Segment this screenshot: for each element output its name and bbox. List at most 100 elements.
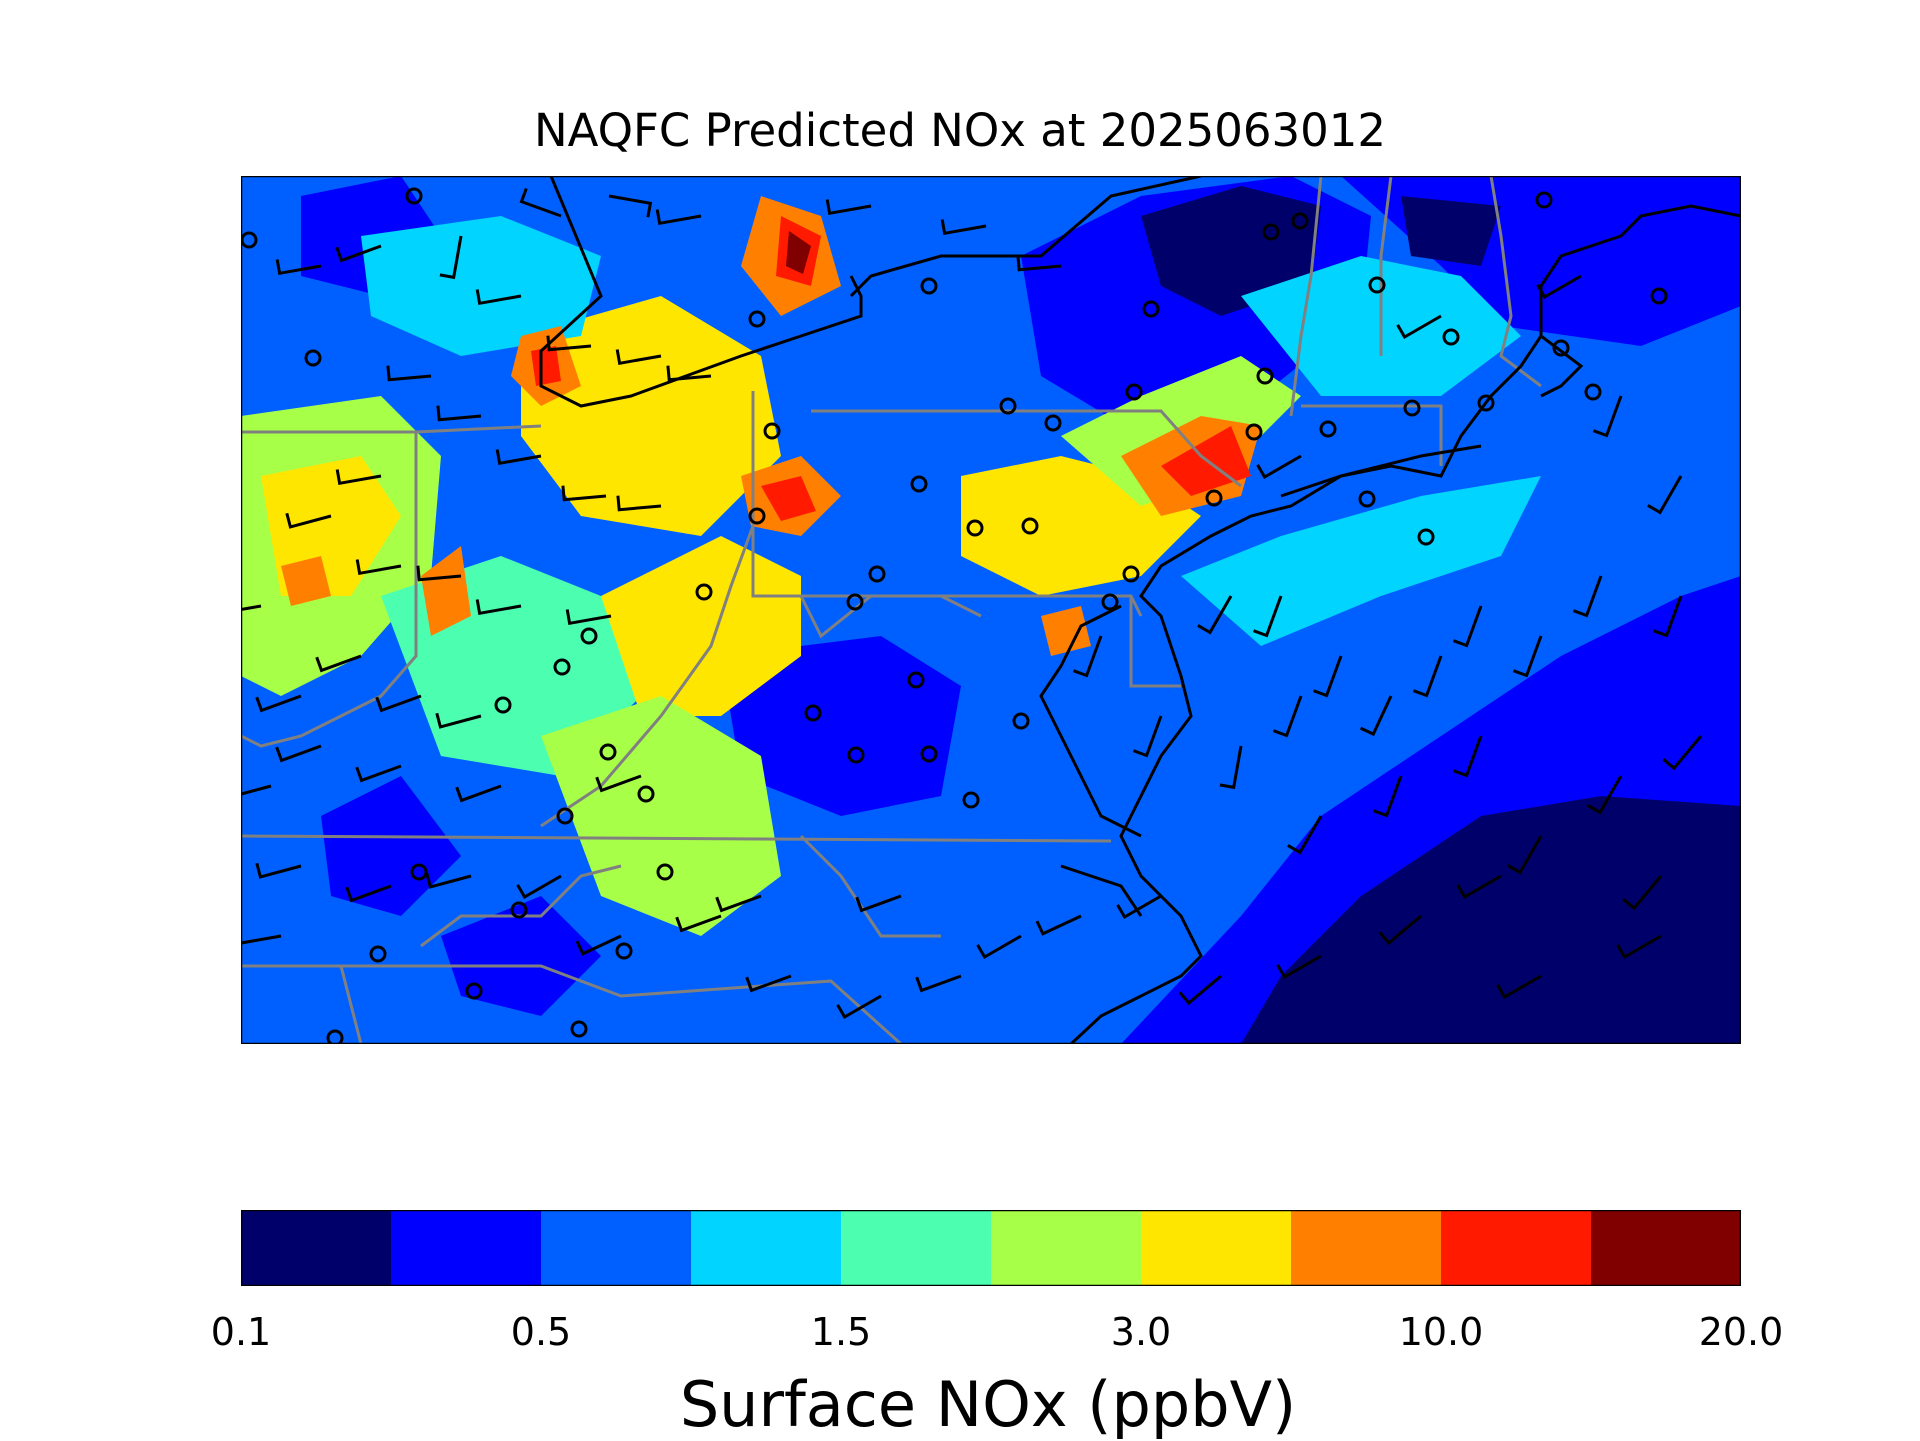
station-marker: [1012, 712, 1030, 730]
wind-barb: [1622, 875, 1663, 911]
wind-barb: [915, 974, 962, 993]
wind-barb: [416, 565, 462, 582]
wind-barb: [1287, 815, 1323, 855]
wind-barb: [386, 365, 432, 382]
wind-barb: [655, 209, 702, 226]
colorbar-bin: [691, 1210, 842, 1286]
station-marker: [1650, 287, 1668, 305]
lake-shoreline: [539, 176, 863, 408]
station-marker: [1205, 489, 1223, 507]
station-marker: [1358, 490, 1376, 508]
wind-barb: [275, 744, 322, 763]
wind-barb: [455, 784, 502, 803]
station-marker: [369, 945, 387, 963]
wind-barb: [255, 862, 302, 879]
station-marker: [1122, 565, 1140, 583]
wind-barb: [285, 512, 332, 529]
wind-barb: [1359, 695, 1393, 737]
wind-barb: [1197, 595, 1233, 635]
station-marker: [1256, 367, 1274, 385]
station-marker: [1584, 383, 1602, 401]
colorbar-tick-label: 0.5: [510, 1310, 572, 1354]
wind-barb: [1616, 934, 1662, 960]
station-marker: [1291, 212, 1309, 230]
coastline: [1280, 444, 1482, 498]
station-marker: [1142, 300, 1160, 318]
wind-barb: [608, 194, 653, 218]
corridor-elevated-region: [601, 536, 801, 716]
station-marker: [1021, 517, 1039, 535]
colorbar: [241, 1210, 1741, 1286]
lake-max-region: [531, 346, 561, 386]
wind-barb: [1496, 974, 1542, 1000]
wind-barb: [1452, 735, 1483, 778]
south-low-region: [441, 896, 601, 1016]
wind-barb: [475, 599, 522, 616]
wind-barb: [516, 874, 562, 900]
state-border: [1301, 404, 1443, 466]
wind-barb: [1276, 954, 1322, 980]
wind-barb: [435, 712, 482, 729]
wind-barb: [825, 199, 872, 216]
wind-barb: [355, 559, 402, 576]
central-max-region: [761, 476, 816, 521]
southwest-high-region: [421, 546, 471, 636]
station-marker: [326, 1029, 344, 1044]
wind-barb: [675, 914, 722, 933]
colorbar-bin: [841, 1210, 992, 1286]
station-marker: [615, 942, 633, 960]
map-title: NAQFC Predicted NOx at 2025063012: [533, 104, 1387, 157]
station-marker: [304, 349, 322, 367]
station-marker: [553, 658, 571, 676]
station-marker: [763, 422, 781, 440]
wind-barb: [475, 289, 522, 306]
colorbar-bin: [1291, 1210, 1442, 1286]
colorbar-bin: [541, 1210, 692, 1286]
wind-barb: [595, 774, 642, 793]
coastlines: [539, 176, 1741, 1044]
wind-barb: [1132, 715, 1163, 758]
station-marker: [1245, 423, 1263, 441]
state-border: [540, 525, 755, 828]
station-marker: [410, 863, 428, 881]
state-border: [1379, 176, 1393, 356]
western-elevated-region: [261, 456, 401, 596]
wind-barb: [546, 335, 592, 352]
nox-field: [241, 176, 1741, 1044]
wind-barb: [616, 495, 662, 512]
wind-barb: [275, 259, 322, 276]
wind-barb: [836, 994, 882, 1020]
station-marker: [1535, 191, 1553, 209]
station-marker: [1442, 328, 1460, 346]
wind-barb: [241, 784, 272, 796]
wind-barb: [1587, 775, 1623, 815]
wind-barb: [1016, 255, 1062, 272]
station-marker: [695, 583, 713, 601]
mid-low-region: [721, 636, 961, 816]
wind-barb: [940, 219, 987, 236]
bay-high-region: [1041, 606, 1091, 656]
wind-barb: [1256, 454, 1302, 480]
colorbar-tick-label: 1.5: [810, 1310, 872, 1354]
wind-barb: [561, 485, 607, 502]
wind-barb: [1512, 635, 1543, 678]
station-marker: [637, 785, 655, 803]
station-marker: [1417, 528, 1435, 546]
station-markers: [241, 187, 1668, 1044]
coastline: [1039, 604, 1142, 838]
state-border: [1289, 176, 1323, 417]
wind-barb: [666, 365, 712, 382]
wind-barb: [1178, 974, 1222, 1006]
wind-barb: [855, 894, 902, 913]
wind-barb: [436, 405, 482, 422]
state-border: [241, 834, 1112, 843]
wind-barb: [335, 244, 382, 263]
colorbar-tick-label: 0.1: [210, 1310, 272, 1354]
wind-barb: [1652, 595, 1683, 638]
wind-barb: [615, 349, 662, 366]
colorbar-bin: [1591, 1210, 1741, 1286]
wind-barb: [345, 884, 392, 903]
state-border: [799, 594, 982, 639]
station-marker: [1368, 276, 1386, 294]
state-border: [811, 409, 1242, 488]
